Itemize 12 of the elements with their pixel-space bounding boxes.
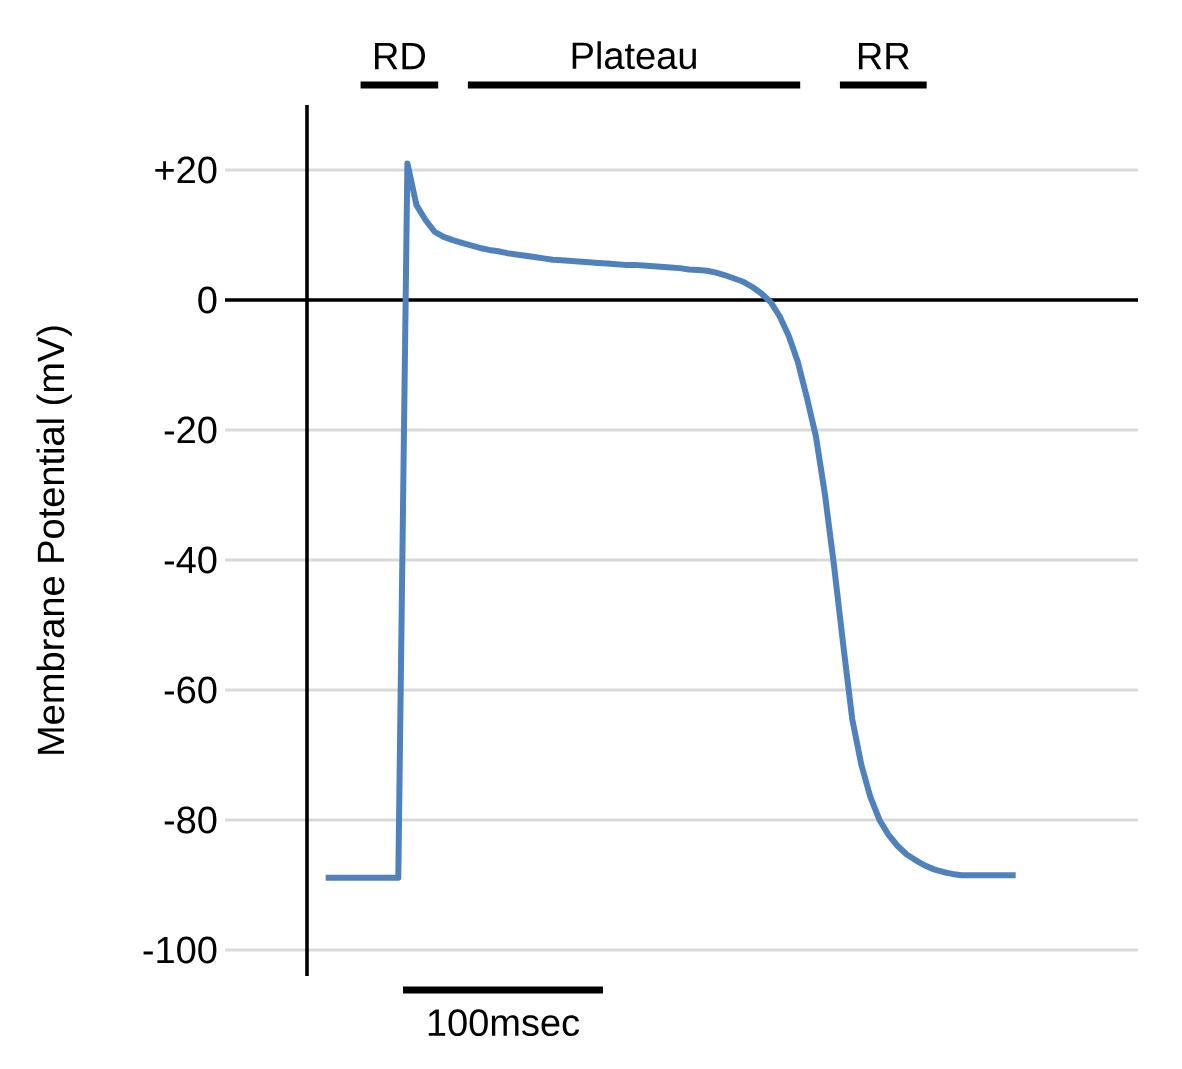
text: RR (858, 43, 909, 70)
y-tick-label: 0 (198, 286, 217, 314)
text: RD (375, 43, 426, 70)
y-tick-label: -100 (143, 936, 217, 964)
y-tick-label: -40 (164, 546, 217, 574)
text: Plateau (572, 41, 696, 70)
y-tick-label: +20 (155, 156, 217, 184)
y-tick-label: -80 (164, 806, 217, 834)
y-axis-title: Membrane Potential (mV) (36, 326, 72, 754)
y-tick-label: -60 (164, 676, 217, 704)
x-axis-title: 100msec (428, 1009, 580, 1037)
y-tick-label: -20 (164, 416, 217, 444)
